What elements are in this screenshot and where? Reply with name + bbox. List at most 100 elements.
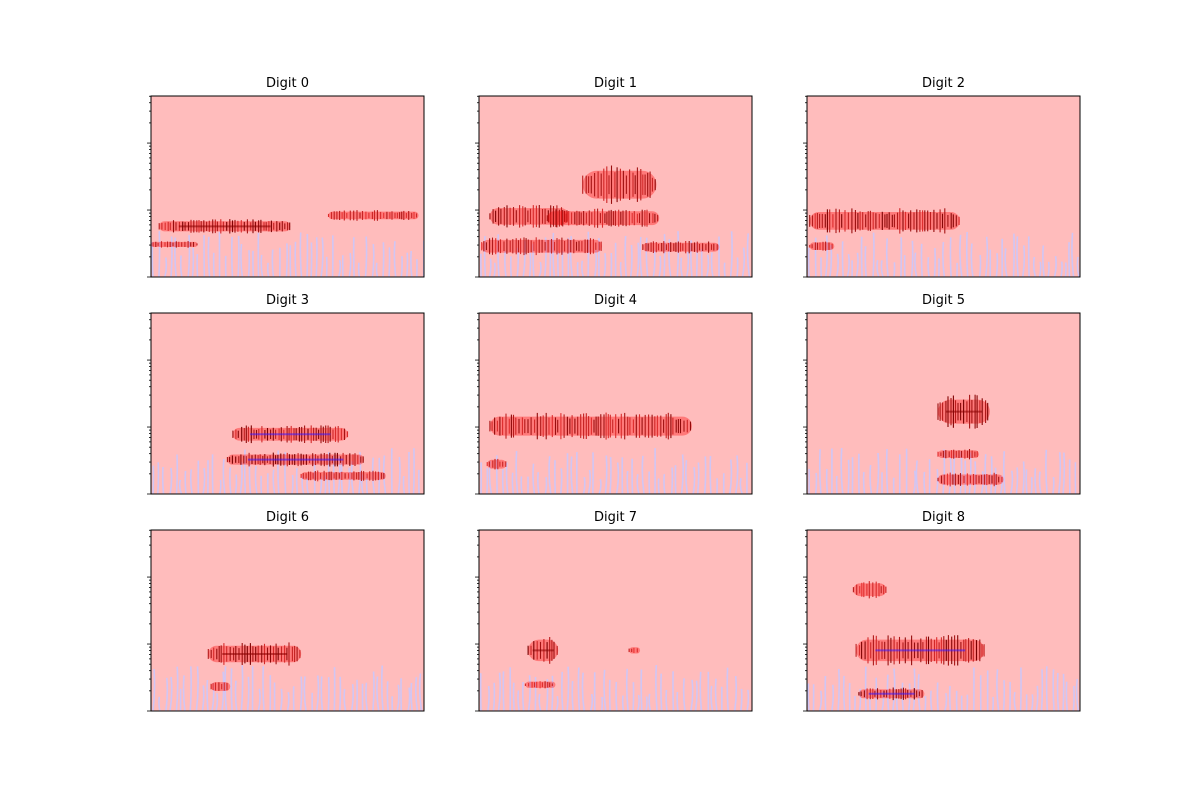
panel-plot-area	[807, 208, 1080, 277]
texture-streak	[901, 682, 904, 711]
texture-streak	[262, 666, 265, 711]
texture-streak	[1052, 669, 1055, 711]
energy-blob-1	[486, 458, 507, 470]
texture-streak	[571, 681, 574, 711]
texture-streak	[942, 449, 946, 494]
texture-streak	[630, 244, 633, 277]
texture-streak	[709, 455, 712, 494]
panel-title: Digit 2	[922, 76, 965, 91]
texture-streak	[337, 260, 342, 277]
energy-blob-1	[327, 210, 419, 221]
energy-blob-3	[481, 237, 602, 256]
low-band-texture	[152, 448, 420, 494]
texture-streak	[555, 696, 559, 711]
panel-frame	[806, 95, 1081, 278]
texture-streak	[320, 237, 324, 277]
panel-background	[807, 530, 1080, 711]
texture-streak	[685, 460, 689, 494]
texture-streak	[842, 675, 846, 711]
panel-plot-area	[479, 637, 750, 711]
texture-streak	[917, 674, 921, 711]
texture-streak	[393, 241, 397, 277]
texture-streak	[364, 236, 368, 277]
texture-streak	[603, 669, 607, 711]
texture-streak	[339, 676, 342, 711]
texture-streak	[230, 236, 234, 277]
texture-streak	[247, 250, 251, 277]
texture-streak	[706, 254, 710, 277]
panel-plot-area	[152, 425, 420, 494]
texture-streak	[1047, 261, 1050, 277]
texture-streak	[561, 671, 564, 711]
texture-streak	[942, 242, 946, 277]
texture-streak	[860, 236, 863, 277]
texture-streak	[570, 456, 574, 494]
energy-blob-2	[524, 681, 556, 689]
texture-streak	[1038, 261, 1042, 277]
texture-streak	[175, 454, 179, 494]
texture-streak	[360, 474, 364, 494]
texture-streak	[375, 262, 379, 277]
texture-streak	[222, 459, 226, 494]
panel-frame	[150, 95, 425, 278]
y-axis-ticks	[147, 95, 151, 278]
low-band-texture	[151, 231, 424, 277]
texture-streak	[347, 467, 351, 494]
texture-streak	[663, 234, 666, 277]
texture-streak	[285, 243, 288, 277]
texture-streak	[690, 679, 694, 711]
texture-streak	[237, 235, 240, 277]
y-axis-ticks	[475, 529, 479, 712]
texture-streak	[818, 690, 823, 711]
panel-frame	[150, 312, 425, 495]
energy-blob-0	[527, 637, 559, 664]
texture-streak	[703, 456, 707, 494]
texture-streak	[639, 236, 643, 277]
texture-streak	[407, 687, 411, 711]
texture-streak	[206, 679, 209, 711]
texture-streak	[645, 696, 648, 711]
texture-streak	[522, 240, 526, 277]
texture-streak	[266, 262, 270, 277]
texture-streak	[885, 238, 889, 277]
texture-streak	[348, 253, 352, 277]
texture-streak	[1072, 685, 1075, 711]
low-band-texture	[480, 231, 751, 277]
energy-blob-0	[158, 219, 291, 234]
texture-streak	[640, 669, 643, 711]
blob-base	[487, 459, 507, 469]
low-band-texture	[479, 665, 750, 711]
energy-blob-1	[809, 241, 835, 251]
panel-digit-2: Digit 2	[803, 76, 1081, 278]
texture-streak	[995, 253, 999, 277]
texture-streak	[229, 467, 232, 494]
texture-streak	[736, 257, 739, 277]
y-axis-ticks	[803, 529, 807, 712]
texture-streak	[1052, 476, 1055, 494]
texture-streak	[927, 257, 930, 277]
panel-digit-1: Digit 1	[475, 76, 753, 278]
texture-streak	[603, 253, 607, 277]
texture-streak	[990, 456, 993, 494]
texture-streak	[935, 469, 939, 494]
texture-streak	[984, 236, 989, 277]
texture-streak	[996, 669, 1000, 711]
texture-streak	[483, 236, 487, 277]
texture-streak	[920, 243, 923, 277]
texture-streak	[636, 242, 640, 277]
texture-streak	[829, 244, 833, 277]
texture-streak	[692, 467, 696, 494]
texture-streak	[733, 676, 738, 711]
texture-streak	[277, 450, 280, 494]
texture-streak	[521, 681, 525, 711]
texture-streak	[714, 678, 718, 711]
texture-streak	[410, 250, 413, 277]
texture-streak	[492, 682, 496, 711]
energy-blob-0	[207, 642, 302, 666]
texture-streak	[272, 469, 276, 494]
texture-streak	[729, 231, 733, 277]
texture-streak	[1012, 233, 1015, 277]
texture-streak	[1060, 261, 1063, 277]
texture-streak	[676, 231, 680, 277]
texture-streak	[1075, 678, 1080, 711]
